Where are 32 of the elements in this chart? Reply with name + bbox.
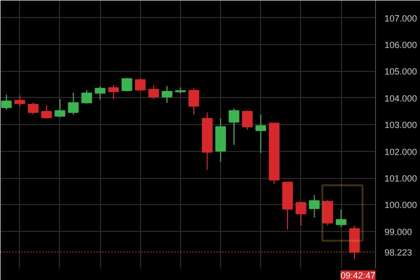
candlestick [134,78,146,92]
candlestick [322,199,334,226]
candlestick [336,209,346,228]
y-tick-label: 100.000 [384,200,418,210]
candlestick [148,84,159,100]
candlestick [94,86,106,100]
candlestick [228,108,240,146]
candlestick [41,104,52,119]
candlestick [296,201,306,226]
y-tick-label: 105.000 [384,66,418,77]
y-tick-label: 106.000 [384,40,418,50]
candlestick [255,114,266,154]
candlestick [28,102,38,115]
candlestick [54,98,66,118]
candlestick [81,89,92,104]
candlestick [308,194,320,218]
ref-line-label: 98.223 [384,248,412,258]
y-tick-label: 102.000 [384,146,418,157]
y-tick-label: 107.000 [384,13,418,24]
y-tick-label: 104.000 [384,93,418,104]
y-tick-label: 103.000 [384,120,418,130]
y-tick-label: 101.000 [384,174,418,184]
y-tick-label: 99.000 [384,226,412,237]
candlestick [68,92,79,116]
candlestick [108,84,119,100]
candlestick [14,95,26,108]
candlestick [1,94,12,110]
candlestick [122,77,132,92]
candlestick [188,88,200,115]
candlestick [242,110,253,130]
text: 09:42:47 [340,270,376,280]
candlestick [162,86,172,104]
